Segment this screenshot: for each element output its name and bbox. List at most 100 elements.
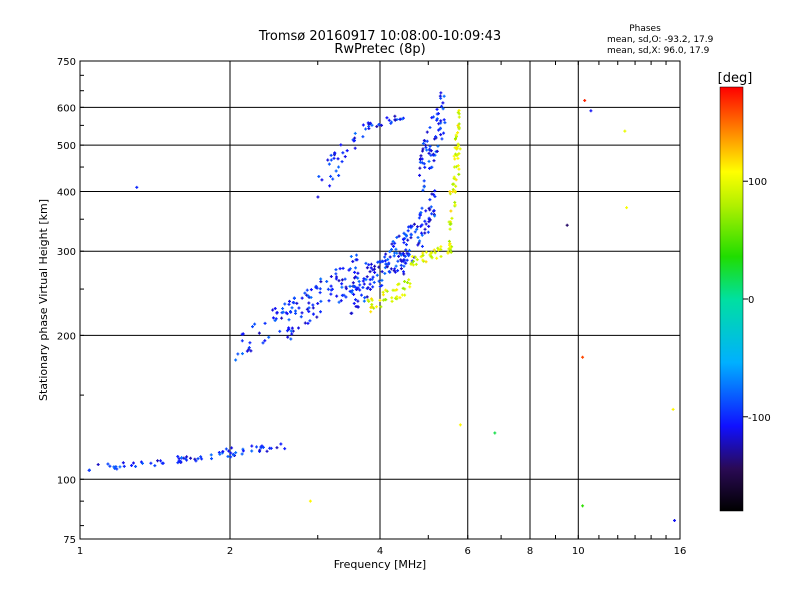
data-point xyxy=(380,123,384,127)
data-point xyxy=(345,149,349,153)
data-point xyxy=(416,235,420,239)
data-point xyxy=(398,117,402,121)
chart-subtitle: RwPretec (8p) xyxy=(334,42,425,57)
data-point xyxy=(343,277,347,281)
data-point xyxy=(275,310,279,314)
data-point xyxy=(314,284,318,288)
data-point xyxy=(340,293,344,297)
x-tick-label: 10 xyxy=(572,546,585,557)
data-point xyxy=(390,247,394,251)
data-point xyxy=(420,233,424,237)
data-point xyxy=(131,461,135,465)
data-point xyxy=(450,216,454,220)
data-point xyxy=(402,264,406,268)
data-point xyxy=(134,465,138,468)
data-point xyxy=(367,122,371,126)
data-point xyxy=(435,112,439,116)
data-point xyxy=(358,288,362,292)
data-point xyxy=(386,258,390,262)
data-point xyxy=(354,275,358,279)
data-point xyxy=(430,165,434,169)
data-point xyxy=(387,269,391,273)
data-point xyxy=(331,177,335,181)
data-point xyxy=(457,125,461,129)
x-tick-label: 2 xyxy=(227,546,233,557)
data-point xyxy=(625,206,629,210)
data-point xyxy=(355,253,359,257)
data-point xyxy=(130,463,134,467)
data-point xyxy=(392,254,396,258)
data-point xyxy=(399,258,403,262)
data-point xyxy=(257,331,261,335)
data-point xyxy=(397,234,401,238)
data-point xyxy=(377,260,381,264)
data-point xyxy=(377,279,381,283)
data-point xyxy=(300,296,304,300)
data-point xyxy=(424,143,428,147)
data-point xyxy=(428,218,432,222)
data-point xyxy=(353,270,357,274)
data-point xyxy=(253,322,257,326)
data-point xyxy=(337,165,341,169)
data-point xyxy=(273,319,277,323)
data-point xyxy=(334,169,338,173)
data-point xyxy=(442,94,446,98)
data-point xyxy=(361,135,365,139)
data-point xyxy=(315,315,319,319)
data-point xyxy=(395,295,399,299)
data-point xyxy=(108,464,112,468)
data-point xyxy=(458,147,462,151)
data-point xyxy=(248,341,252,345)
data-point xyxy=(316,301,320,305)
data-point xyxy=(337,173,341,177)
data-point xyxy=(370,298,374,302)
data-point xyxy=(259,445,263,449)
data-point xyxy=(340,285,344,289)
data-point xyxy=(456,164,460,168)
data-point xyxy=(383,266,387,270)
data-point xyxy=(218,452,222,456)
x-tick-label: 4 xyxy=(377,546,383,557)
data-point xyxy=(240,352,244,356)
data-point xyxy=(318,287,322,291)
data-point xyxy=(319,299,323,303)
data-point xyxy=(334,272,338,276)
data-point xyxy=(493,431,497,435)
data-point xyxy=(305,288,309,292)
data-point xyxy=(427,151,431,155)
data-point xyxy=(448,190,452,194)
data-point xyxy=(193,457,197,461)
data-point xyxy=(378,298,382,302)
data-point xyxy=(287,318,291,322)
data-point xyxy=(384,252,388,256)
data-point xyxy=(456,110,460,114)
data-point xyxy=(456,156,460,160)
data-point xyxy=(176,461,180,465)
data-point xyxy=(273,307,277,311)
colorbar-ticks: 100 0 -100 xyxy=(743,177,771,424)
data-point xyxy=(221,449,225,453)
data-point xyxy=(389,120,393,124)
data-point xyxy=(199,455,203,459)
data-point xyxy=(449,209,453,213)
data-point xyxy=(433,195,437,199)
data-point xyxy=(329,292,333,296)
data-point xyxy=(250,444,254,448)
data-point xyxy=(384,288,388,292)
data-point xyxy=(411,259,415,263)
data-point xyxy=(387,262,391,266)
data-point xyxy=(269,446,273,450)
data-point xyxy=(283,302,287,306)
data-point xyxy=(363,296,367,300)
data-point xyxy=(403,279,407,283)
data-point xyxy=(329,284,333,288)
data-point xyxy=(265,449,269,453)
data-point xyxy=(385,265,389,269)
data-point xyxy=(177,459,181,463)
data-point xyxy=(341,266,345,270)
data-point xyxy=(289,329,293,333)
y-tick-label: 300 xyxy=(57,247,76,258)
data-point xyxy=(340,278,344,282)
data-point xyxy=(418,239,422,243)
data-point xyxy=(388,255,392,259)
